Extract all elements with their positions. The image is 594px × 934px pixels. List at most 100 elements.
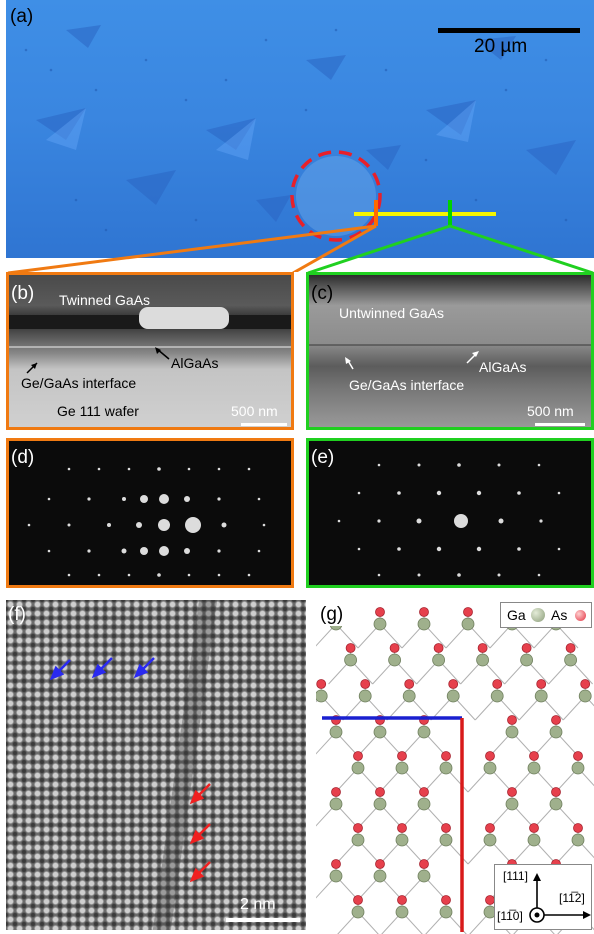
label-untwinned-gaas: Untwinned GaAs xyxy=(339,305,445,321)
ga-atom xyxy=(351,905,365,919)
ga-atom xyxy=(439,905,453,919)
as-atom xyxy=(463,607,473,617)
as-atom xyxy=(360,679,371,689)
diffraction-pattern-e xyxy=(337,463,561,577)
ga-atom xyxy=(446,689,460,703)
as-atom xyxy=(573,823,583,833)
as-atom xyxy=(507,787,517,797)
panel-c-tem-untwinned: (c) Untwinned GaAs AlGaAs Ge/GaAs interf… xyxy=(306,272,594,430)
legend-ga-label: Ga xyxy=(507,607,526,623)
ga-atom xyxy=(527,833,541,847)
label-algaas-b: AlGaAs xyxy=(171,355,219,371)
ga-atom xyxy=(417,725,431,739)
panel-b-label: (b) xyxy=(11,283,35,304)
ga-atom xyxy=(534,689,548,703)
as-atom xyxy=(375,607,385,617)
as-atom xyxy=(331,787,341,797)
panel-e-diffraction: (e) xyxy=(306,438,594,588)
as-atom xyxy=(419,787,429,797)
as-atom-icon xyxy=(575,610,586,621)
as-atom xyxy=(580,679,591,689)
ga-atom xyxy=(395,761,409,775)
ga-atom xyxy=(373,725,387,739)
as-atom xyxy=(529,823,539,833)
ga-atom xyxy=(490,689,504,703)
axis-up-label: [111] xyxy=(503,869,528,883)
as-atom xyxy=(448,679,459,689)
ga-atom xyxy=(571,761,585,775)
as-atom xyxy=(404,679,415,689)
axes-arrows xyxy=(529,873,591,923)
as-atom xyxy=(485,751,495,761)
as-atom xyxy=(316,679,327,689)
as-atom xyxy=(441,895,451,905)
ga-atom xyxy=(505,797,519,811)
as-atom xyxy=(529,751,539,761)
ga-atom xyxy=(483,761,497,775)
panel-a-label: (a) xyxy=(10,6,34,27)
ga-atom xyxy=(520,653,534,667)
panel-c-label: (c) xyxy=(311,283,334,304)
surface-texture xyxy=(24,25,576,242)
ga-atom xyxy=(373,617,387,631)
scale-label-f: 2 nm xyxy=(240,896,276,913)
as-atom xyxy=(353,823,363,833)
panel-g-label: (g) xyxy=(318,604,346,626)
panel-a-optical-image: (a) 20 µm xyxy=(6,0,594,258)
ga-atom xyxy=(439,761,453,775)
as-atom xyxy=(485,823,495,833)
axis-right-label: [11̅2] xyxy=(559,891,585,905)
as-atom xyxy=(389,643,400,653)
axis-out-label: [11̅0] xyxy=(497,909,523,923)
label-interface-b: Ge/GaAs interface xyxy=(21,375,137,391)
as-atom xyxy=(397,895,407,905)
ga-atom xyxy=(351,833,365,847)
as-atom xyxy=(375,787,385,797)
atomic-lattice xyxy=(316,607,594,934)
ga-atom xyxy=(483,833,497,847)
as-atom xyxy=(441,751,451,761)
panel-f-label: (f) xyxy=(8,604,26,625)
ga-atom xyxy=(402,689,416,703)
ga-atom xyxy=(417,869,431,883)
scale-bar-f xyxy=(226,918,300,922)
as-atom xyxy=(331,859,341,869)
ga-atom xyxy=(329,797,343,811)
as-atom xyxy=(573,751,583,761)
atom-legend: Ga As xyxy=(500,602,592,628)
panel-d-label: (d) xyxy=(11,447,35,468)
ga-atom xyxy=(417,797,431,811)
ga-atom xyxy=(505,725,519,739)
ga-atom xyxy=(439,833,453,847)
ga-atom xyxy=(432,653,445,667)
ga-atom xyxy=(388,653,401,667)
scale-label-a: 20 µm xyxy=(474,36,528,57)
diffraction-pattern-d xyxy=(27,467,266,577)
ga-atom xyxy=(395,905,409,919)
as-atom xyxy=(441,823,451,833)
ga-atom xyxy=(351,761,365,775)
as-atom xyxy=(397,823,407,833)
label-twinned-gaas: Twinned GaAs xyxy=(59,292,151,308)
scale-label-c: 500 nm xyxy=(527,403,574,419)
legend-as-label: As xyxy=(551,607,568,623)
scale-bar-a xyxy=(438,28,580,33)
as-atom xyxy=(521,643,532,653)
ga-atom xyxy=(549,725,563,739)
hrtem-arrows xyxy=(49,657,211,883)
as-atom xyxy=(353,751,363,761)
label-ge-wafer: Ge 111 wafer xyxy=(57,403,139,419)
ga-atom xyxy=(571,833,585,847)
axes-box: [111] [11̅2] [11̅0] xyxy=(494,864,592,930)
ga-atom xyxy=(549,797,563,811)
as-atom xyxy=(536,679,547,689)
as-atom xyxy=(477,643,488,653)
green-marker xyxy=(448,200,452,226)
scale-bar-c xyxy=(535,423,585,426)
ga-atom xyxy=(344,653,357,667)
as-atom xyxy=(565,643,576,653)
as-atom xyxy=(551,787,561,797)
ga-atom xyxy=(476,653,490,667)
orange-marker xyxy=(374,200,378,226)
ga-atom xyxy=(373,869,387,883)
